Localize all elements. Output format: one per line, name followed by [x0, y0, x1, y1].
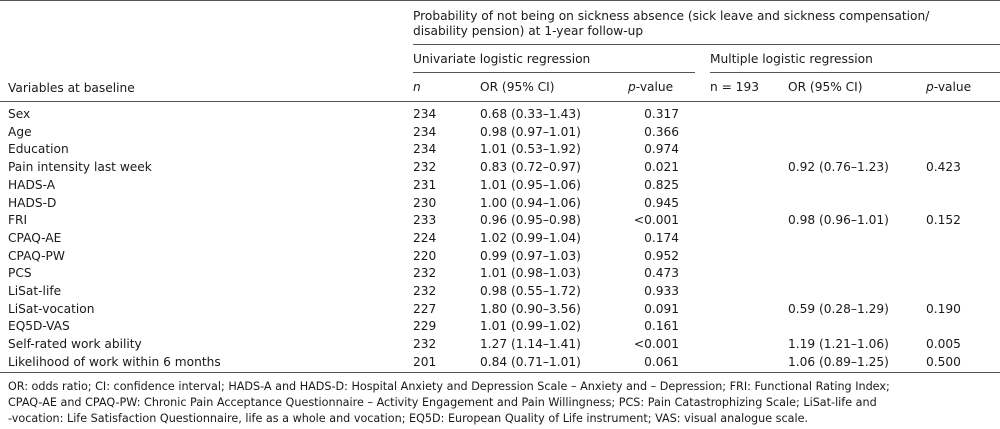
cell-p-value: 0.366	[644, 125, 679, 139]
spanning-header-line-2: disability pension) at 1-year follow-up	[413, 24, 644, 38]
cell-p-value: 0.825	[644, 178, 679, 192]
cell-n: 224	[413, 231, 437, 245]
univariate-header-rule	[413, 72, 695, 73]
cell-variable: Sex	[8, 107, 31, 121]
cell-or: 0.83 (0.72–0.97)	[480, 160, 581, 174]
cell-n: 234	[413, 125, 437, 139]
cell-variable: Self-rated work ability	[8, 337, 142, 351]
cell-or-multiple: 0.92 (0.76–1.23)	[788, 160, 889, 174]
cell-p-value: <0.001	[633, 337, 679, 351]
cell-p-value: 0.161	[644, 319, 679, 333]
cell-or-multiple: 0.59 (0.28–1.29)	[788, 302, 889, 316]
spanning-header-line-1: Probability of not being on sickness abs…	[413, 9, 930, 23]
cell-n: 229	[413, 319, 437, 333]
cell-n: 232	[413, 337, 437, 351]
cell-variable: LiSat-life	[8, 284, 62, 298]
cell-variable: Likelihood of work within 6 months	[8, 355, 221, 369]
cell-n: 234	[413, 142, 437, 156]
column-header-p-value: p-value	[628, 80, 673, 95]
cell-or: 1.01 (0.95–1.06)	[480, 178, 581, 192]
p-suffix: -value	[933, 80, 972, 94]
cell-p-value: 0.974	[644, 142, 679, 156]
cell-or: 1.80 (0.90–3.56)	[480, 302, 581, 316]
cell-or-multiple: 1.19 (1.21–1.06)	[788, 337, 889, 351]
cell-n: 232	[413, 160, 437, 174]
cell-variable: EQ5D-VAS	[8, 319, 70, 333]
column-header-or: OR (95% CI)	[480, 80, 555, 94]
cell-variable: CPAQ-PW	[8, 249, 65, 263]
cell-variable: LiSat-vocation	[8, 302, 95, 316]
cell-p-value-multiple: 0.152	[926, 213, 961, 227]
cell-variable: PCS	[8, 266, 32, 280]
cell-variable: FRI	[8, 213, 28, 227]
cell-or: 0.68 (0.33–1.43)	[480, 107, 581, 121]
cell-n: 234	[413, 107, 437, 121]
cell-variable: HADS-A	[8, 178, 56, 192]
cell-p-value-multiple: 0.190	[926, 302, 961, 316]
cell-or: 1.01 (0.99–1.02)	[480, 319, 581, 333]
footnote-line-1: OR: odds ratio; CI: confidence interval;…	[8, 380, 890, 393]
spanning-header-rule	[413, 44, 1000, 45]
p-suffix: -value	[635, 80, 674, 94]
cell-or: 1.02 (0.99–1.04)	[480, 231, 581, 245]
cell-variable: HADS-D	[8, 196, 57, 210]
cell-or: 0.84 (0.71–1.01)	[480, 355, 581, 369]
multiple-header: Multiple logistic regression	[710, 52, 873, 66]
cell-n: 227	[413, 302, 437, 316]
table-footnote: OR: odds ratio; CI: confidence interval;…	[8, 379, 998, 427]
multiple-header-rule	[710, 72, 1000, 73]
cell-p-value-multiple: 0.500	[926, 355, 961, 369]
cell-n: 201	[413, 355, 437, 369]
cell-p-value-multiple: 0.423	[926, 160, 961, 174]
column-header-rule	[0, 101, 1000, 102]
column-header-n: n	[413, 80, 421, 94]
cell-p-value: 0.021	[644, 160, 679, 174]
cell-n: 233	[413, 213, 437, 227]
cell-variable: CPAQ-AE	[8, 231, 62, 245]
cell-n: 232	[413, 266, 437, 280]
cell-p-value: 0.174	[644, 231, 679, 245]
column-header-variables: Variables at baseline	[8, 81, 135, 95]
cell-or: 1.01 (0.98–1.03)	[480, 266, 581, 280]
column-header-or-multiple: OR (95% CI)	[788, 80, 863, 94]
cell-n: 220	[413, 249, 437, 263]
univariate-header: Univariate logistic regression	[413, 52, 591, 66]
cell-p-value: 0.952	[644, 249, 679, 263]
cell-p-value: 0.945	[644, 196, 679, 210]
footnote-line-2: CPAQ-AE and CPAQ-PW: Chronic Pain Accept…	[8, 396, 877, 409]
cell-variable: Age	[8, 125, 32, 139]
cell-or: 0.98 (0.55–1.72)	[480, 284, 581, 298]
cell-n: 230	[413, 196, 437, 210]
cell-p-value: 0.933	[644, 284, 679, 298]
p-italic: p	[628, 80, 636, 94]
cell-p-value: 0.317	[644, 107, 679, 121]
cell-or: 1.27 (1.14–1.41)	[480, 337, 581, 351]
cell-p-value: <0.001	[633, 213, 679, 227]
cell-variable: Education	[8, 142, 69, 156]
cell-p-value: 0.473	[644, 266, 679, 280]
table-top-rule	[0, 0, 1000, 1]
cell-or: 1.01 (0.53–1.92)	[480, 142, 581, 156]
p-italic: p	[926, 80, 934, 94]
cell-p-value: 0.061	[644, 355, 679, 369]
cell-n: 232	[413, 284, 437, 298]
cell-p-value-multiple: 0.005	[926, 337, 961, 351]
column-header-p-value-multiple: p-value	[926, 80, 971, 95]
cell-n: 231	[413, 178, 437, 192]
cell-variable: Pain intensity last week	[8, 160, 152, 174]
table-bottom-rule	[0, 372, 1000, 373]
column-header-n-multiple: n = 193	[710, 80, 759, 94]
cell-or: 0.98 (0.97–1.01)	[480, 125, 581, 139]
cell-or: 0.96 (0.95–0.98)	[480, 213, 581, 227]
cell-or-multiple: 1.06 (0.89–1.25)	[788, 355, 889, 369]
cell-or: 0.99 (0.97–1.03)	[480, 249, 581, 263]
cell-or-multiple: 0.98 (0.96–1.01)	[788, 213, 889, 227]
cell-or: 1.00 (0.94–1.06)	[480, 196, 581, 210]
cell-p-value: 0.091	[644, 302, 679, 316]
footnote-line-3: -vocation: Life Satisfaction Questionnai…	[8, 412, 809, 425]
